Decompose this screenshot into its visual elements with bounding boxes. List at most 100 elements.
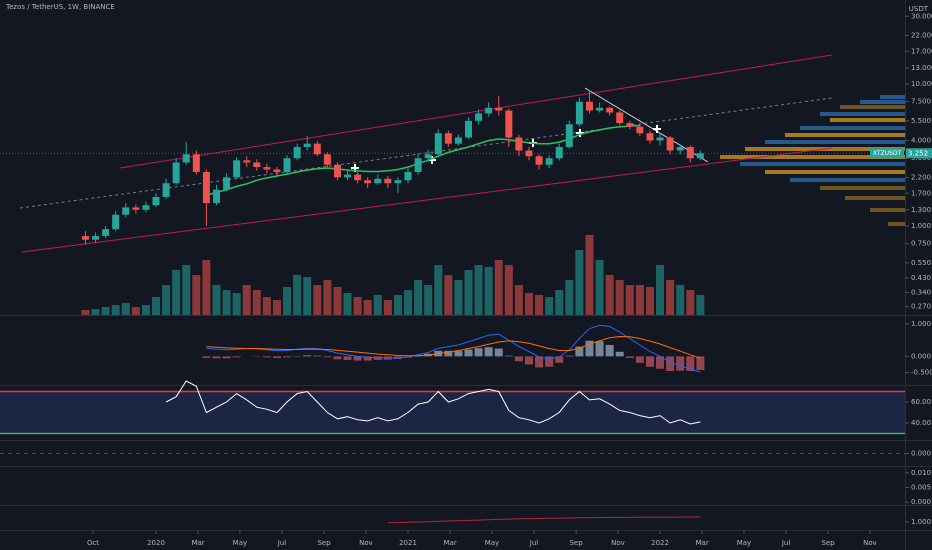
y-tick-label: 22.000 xyxy=(911,31,932,39)
y-tick-label: 1.000 xyxy=(911,320,931,328)
profile-row xyxy=(860,100,905,104)
candle-body xyxy=(535,156,543,165)
x-tick-label: Sep xyxy=(317,539,331,547)
volume-bar xyxy=(91,309,100,315)
candle-body xyxy=(344,174,352,178)
volume-bar xyxy=(151,297,160,315)
macd-hist xyxy=(595,341,604,357)
profile-row xyxy=(870,208,905,212)
macd-hist xyxy=(545,356,554,367)
macd-hist xyxy=(494,348,503,357)
volume-bar xyxy=(666,280,675,315)
volume-bar xyxy=(283,287,292,315)
candle-body xyxy=(676,146,684,151)
profile-row xyxy=(880,95,905,99)
volume-bar xyxy=(383,300,392,315)
candle-body xyxy=(243,160,251,163)
volume-bar xyxy=(303,277,312,315)
candle-body xyxy=(374,178,382,184)
candle-body xyxy=(434,133,442,155)
x-tick-label: Jul xyxy=(781,539,791,547)
macd-hist xyxy=(625,356,634,358)
y-tick-label: 0.550 xyxy=(911,259,931,267)
profile-row xyxy=(765,170,905,174)
volume-bar xyxy=(393,295,402,315)
profile-row xyxy=(800,126,905,130)
candle-body xyxy=(313,143,321,155)
volume-bar xyxy=(434,265,443,315)
candle-body xyxy=(303,143,311,147)
macd-hist xyxy=(363,356,372,361)
macd-hist xyxy=(666,356,675,372)
volume-bar xyxy=(585,235,594,315)
volume-bar xyxy=(293,275,302,315)
volume-bar xyxy=(676,285,685,315)
macd-hist xyxy=(656,356,665,369)
candle-body xyxy=(596,107,604,111)
x-tick-label: May xyxy=(485,539,499,547)
volume-bar xyxy=(242,285,251,315)
candle-body xyxy=(364,180,372,184)
profile-row xyxy=(888,222,905,226)
candle-body xyxy=(414,158,422,172)
y-tick-label: 30.000 xyxy=(911,12,932,20)
candle-body xyxy=(454,137,462,144)
x-tick-label: Mar xyxy=(696,539,709,547)
indicator-line xyxy=(387,516,701,524)
macd-hist xyxy=(303,355,312,357)
macd-hist xyxy=(484,347,493,357)
macd-hist xyxy=(575,346,584,357)
macd-hist xyxy=(635,356,644,363)
candle-body xyxy=(384,178,392,184)
y-tick-label: 4.000 xyxy=(911,136,931,144)
volume-bar xyxy=(323,280,332,315)
candle-body xyxy=(465,120,473,138)
volume-bar xyxy=(424,285,433,315)
candle-body xyxy=(515,137,523,151)
channel-lower xyxy=(21,147,833,253)
candle-body xyxy=(81,235,89,240)
y-tick-label: 0.340 xyxy=(911,288,931,296)
x-tick-label: Mar xyxy=(191,539,204,547)
x-tick-label: Nov xyxy=(359,539,373,547)
candle-body xyxy=(404,171,412,181)
candle-body xyxy=(354,174,362,181)
y-tick-label: 0.000 xyxy=(911,498,931,506)
candle-body xyxy=(212,189,220,204)
macd-hist xyxy=(605,344,614,357)
volume-bar xyxy=(343,293,352,315)
candle-body xyxy=(686,146,694,159)
macd-hist xyxy=(202,356,211,358)
volume-bar xyxy=(605,275,614,315)
volume-bar xyxy=(545,297,554,315)
y-tick-label: 1.300 xyxy=(911,206,931,214)
candle-body xyxy=(616,112,624,124)
macd-line xyxy=(206,335,701,359)
volume-bar xyxy=(313,285,322,315)
x-tick-label: Nov xyxy=(611,539,625,547)
y-tick-label: -0.500 xyxy=(911,369,932,377)
macd-hist xyxy=(645,356,654,367)
x-tick-label: May xyxy=(233,539,247,547)
volume-bar xyxy=(464,270,473,315)
y-tick-label: 0.010 xyxy=(911,469,931,477)
profile-row xyxy=(790,178,905,182)
candle-body xyxy=(666,137,674,151)
candle-body xyxy=(202,171,210,204)
volume-bar xyxy=(595,260,604,315)
volume-bar xyxy=(212,285,221,315)
x-tick-label: Mar xyxy=(443,539,456,547)
volume-bar xyxy=(373,295,382,315)
symbol-box xyxy=(870,148,904,159)
y-tick-label: 0.430 xyxy=(911,274,931,282)
x-tick-label: Sep xyxy=(570,539,584,547)
volume-bar xyxy=(615,280,624,315)
volume-bar xyxy=(121,303,130,315)
macd-hist xyxy=(353,356,362,361)
candle-body xyxy=(142,205,150,210)
volume-bar xyxy=(182,265,191,315)
volume-bar xyxy=(504,265,513,315)
volume-bar xyxy=(262,297,271,315)
candle-body xyxy=(152,196,160,206)
